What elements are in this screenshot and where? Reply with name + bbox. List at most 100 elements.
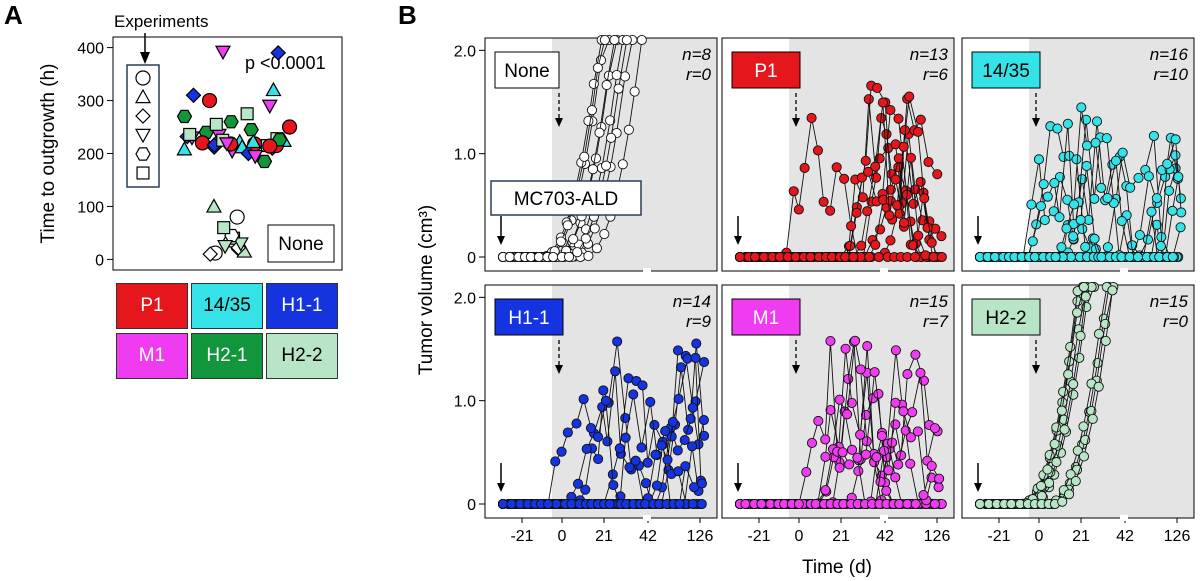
panel-b-chart: Tumor volume (cm³)Time (d)01.02.0 n=8r=0N… [416, 34, 1195, 578]
data-point [893, 113, 904, 124]
data-point [601, 160, 612, 171]
subplot-label-box [494, 51, 560, 89]
legend-label: M1 [138, 345, 166, 366]
treatment-arrow-head [792, 365, 800, 374]
data-point [923, 157, 934, 168]
y-axis-title: Tumor volume (cm³) [416, 205, 437, 375]
x-tick-label: 126 [924, 528, 951, 545]
data-point [837, 447, 848, 458]
data-point [612, 336, 623, 347]
subplot-label-box [971, 298, 1041, 336]
data-point [820, 434, 831, 445]
data-point [696, 478, 707, 489]
data-point [806, 112, 817, 123]
n-label: n=16 [1150, 45, 1189, 64]
experiment-symbol [136, 166, 150, 180]
data-point [1051, 422, 1062, 433]
data-point-treated [218, 137, 235, 152]
data-point [1078, 281, 1089, 293]
subplot-label: H1-1 [508, 308, 549, 329]
data-point [871, 452, 882, 463]
x-tick-label: 21 [832, 528, 850, 545]
subplot-4: -21 0 21 42 126 n=15r=7 M1 [721, 284, 955, 545]
data-point [583, 115, 594, 126]
treatment-arrow-head [792, 118, 800, 127]
data-point [548, 251, 559, 263]
data-point [600, 395, 611, 406]
data-point [691, 338, 702, 349]
data-point [844, 459, 855, 470]
data-point [839, 173, 850, 184]
data-point [673, 393, 684, 404]
data-point-treated [243, 122, 259, 137]
data-point [862, 206, 873, 217]
data-point [1170, 134, 1181, 145]
data-point [1107, 285, 1118, 296]
data-point [872, 82, 883, 94]
data-point [1059, 424, 1070, 435]
data-point-none [232, 237, 249, 252]
data-point [793, 204, 804, 215]
plot-frame [721, 37, 955, 272]
data-point [606, 132, 617, 143]
data-point [628, 389, 639, 400]
data-point [870, 161, 881, 172]
data-point [1080, 241, 1091, 253]
data-point-none [217, 221, 231, 235]
data-point [926, 460, 937, 471]
data-point [1167, 251, 1178, 263]
legend-label: H2-2 [281, 345, 323, 366]
data-point [1050, 251, 1061, 263]
experiments-arrow-head [140, 52, 150, 64]
data-point [617, 159, 628, 170]
data-point [1071, 154, 1082, 165]
data-point [593, 454, 604, 465]
experiment-symbol [135, 108, 151, 124]
data-point [572, 247, 583, 258]
data-point [619, 71, 631, 82]
data-point [642, 457, 653, 468]
data-point-treated [247, 149, 264, 165]
x-tick-label: 21 [595, 528, 613, 545]
x-tick-label: -21 [747, 528, 770, 545]
data-point [1061, 223, 1072, 234]
data-point [846, 220, 857, 232]
data-point [863, 94, 874, 105]
data-point [920, 250, 931, 261]
data-point [679, 435, 690, 446]
data-point [1063, 369, 1074, 380]
data-point [1173, 171, 1184, 182]
data-point [602, 436, 613, 447]
subplot-label-box [731, 51, 801, 89]
data-point [1029, 251, 1040, 263]
data-point [676, 362, 687, 373]
data-point [1132, 251, 1143, 263]
data-point [926, 237, 937, 248]
data-point [562, 427, 573, 438]
data-point [497, 498, 509, 510]
start-annotation: MC703-ALD [514, 189, 619, 210]
data-point [912, 426, 923, 437]
data-point [555, 236, 566, 247]
data-point [1081, 160, 1092, 172]
data-point [1077, 223, 1088, 235]
data-point [908, 240, 919, 251]
data-point [910, 349, 921, 360]
y-tick-label: 200 [77, 147, 104, 164]
data-point [599, 34, 610, 46]
data-point [922, 222, 933, 233]
data-point [898, 217, 910, 228]
data-point [860, 155, 871, 166]
treatment-shade [552, 38, 717, 271]
legend-item: H1-1 [266, 283, 338, 329]
data-point-treated [262, 138, 278, 154]
n-label: n=8 [682, 45, 711, 64]
data-point [1056, 242, 1067, 253]
data-point [840, 343, 851, 354]
data-point [846, 397, 857, 409]
data-point [687, 402, 698, 413]
data-point [812, 145, 824, 156]
plot-frame [484, 284, 718, 519]
data-point-treated [240, 107, 254, 121]
data-point [875, 224, 886, 235]
